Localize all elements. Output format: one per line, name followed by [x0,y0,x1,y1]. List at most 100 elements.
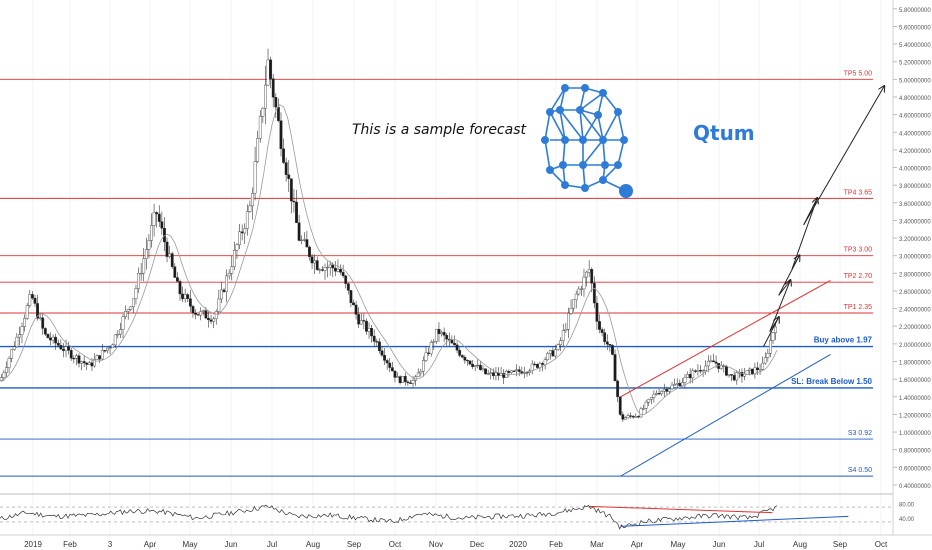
candle-body [693,370,697,372]
candle-body [510,370,513,373]
candle-body [577,288,581,295]
candle-body [546,353,550,360]
y-tick-label: 1.40000000 [899,396,931,402]
candle-body [603,332,607,343]
candle-body [108,347,112,349]
candle-body [18,334,21,338]
candle-body [82,361,86,364]
candle-body [543,359,547,365]
level-label: TP5 5.00 [844,70,873,77]
y-tick-label: 4.20000000 [899,149,931,155]
candle-body [331,264,335,269]
candle-body [85,362,89,365]
candle-body [507,371,511,373]
candle-body [554,349,557,357]
candle-body [113,334,117,346]
candle-body [370,328,374,337]
candle-body [688,374,692,379]
rsi-tick-label: 80.00 [899,502,915,508]
candle-body [489,372,493,374]
candle-body [23,318,27,327]
candle-body [64,346,68,351]
horizontal-levels: TP5 5.00 TP4 3.65 TP3 3.00 TP2 2.70 TP1 2.35… [0,70,873,477]
candle-body [756,367,759,371]
candle-body [126,309,130,312]
candle-body [357,314,361,325]
candle-body [774,326,778,333]
x-tick-label: Feb [549,540,563,549]
candle-body [592,283,596,304]
candle-body [377,341,381,351]
candle-body [269,59,273,79]
rsi-line [0,504,778,530]
candle-body [732,375,736,381]
x-tick-label: May [670,540,685,549]
candle-body [727,374,731,376]
candle-body [582,276,586,290]
candle-body [344,275,348,284]
level-label: SL: Break Below 1.50 [791,377,872,386]
candle-body [49,337,52,341]
candle-body [691,370,695,379]
candle-body [491,372,495,376]
x-tick-label: Jun [225,540,238,549]
candle-body [704,365,708,371]
y-tick-label: 0.40000000 [899,484,931,490]
candle-body [390,367,394,372]
y-tick-label: 2.20000000 [899,325,931,331]
candle-body [54,336,58,344]
forecast-note: This is a sample forecast [352,122,527,138]
candle-body [541,363,544,365]
candle-body [25,305,29,319]
candle-body [225,275,228,292]
grid-lines [32,0,882,535]
candle-body [463,356,467,361]
y-tick-label: 4.00000000 [899,167,931,173]
candle-body [745,370,749,375]
candle-body [168,253,172,257]
candle-body [383,355,386,361]
y-tick-label: 4.60000000 [899,114,931,120]
candle-body [673,383,677,386]
candle-body [62,348,65,351]
candle-body [572,299,576,309]
candle-body [636,416,640,418]
candle-body [683,377,687,383]
candle-body [595,302,599,322]
candle-body [87,362,91,365]
candle-body [771,332,775,341]
candle-body [74,355,78,359]
candle-body [411,380,415,384]
candle-body [758,369,762,371]
candle-body [706,360,710,367]
candle-body [442,331,446,336]
candle-body [458,349,462,356]
candle-body [328,264,332,268]
x-tick-label: Apr [144,540,157,549]
candle-body [90,362,94,367]
x-tick-label: Oct [389,540,402,549]
candle-body [354,304,358,315]
candle-body [274,97,278,108]
candle-body [440,331,443,334]
candle-body [750,368,754,375]
candle-body [321,269,324,271]
candle-body [227,273,231,277]
candle-body [271,78,275,98]
candle-body [675,383,679,385]
candle-body [453,342,456,346]
candle-body [258,116,262,139]
candle-body [139,272,143,275]
candle-body [266,59,270,86]
candle-body [626,415,630,418]
candle-body [137,273,140,289]
candle-body [235,244,239,251]
x-tick-label: Dec [470,540,484,549]
x-tick-label: Feb [63,540,77,549]
candle-body [712,360,715,363]
y-tick-label: 3.60000000 [899,202,931,208]
candle-body [478,364,482,370]
candle-body [253,161,257,194]
candle-body [517,369,521,372]
